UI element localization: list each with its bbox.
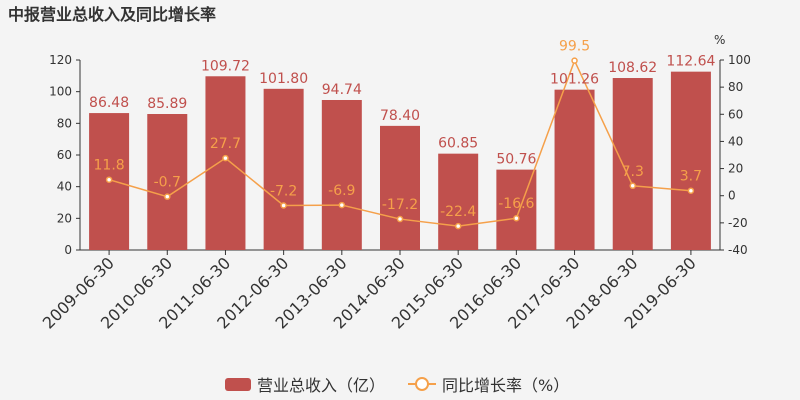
legend-line-label: 同比增长率（%） xyxy=(442,376,569,395)
right-axis-unit: % xyxy=(714,33,725,47)
y-left-tick-label: 60 xyxy=(57,148,72,162)
line-point xyxy=(222,154,229,162)
line-point xyxy=(454,222,462,230)
bar xyxy=(321,99,362,251)
y-right-tick-label: 100 xyxy=(728,53,751,67)
line-point xyxy=(629,182,636,190)
bar-data-label: 108.62 xyxy=(608,60,657,76)
y-right-tick-label: 40 xyxy=(728,134,743,148)
y-right-tick-label: 0 xyxy=(728,189,736,203)
y-left-tick-label: 80 xyxy=(57,116,72,130)
y-right-tick-label: 80 xyxy=(728,80,743,94)
line-data-label: 11.8 xyxy=(94,158,125,174)
line-data-label: -16.6 xyxy=(498,196,534,212)
line-data-label: 7.3 xyxy=(622,164,644,180)
line-point xyxy=(571,57,578,64)
bar xyxy=(147,114,188,250)
line-point xyxy=(513,214,520,222)
line-data-label: -7.2 xyxy=(270,183,297,199)
y-left-tick-label: 120 xyxy=(49,53,72,67)
line-point xyxy=(338,201,346,209)
line-data-label: -22.4 xyxy=(440,204,476,220)
y-left-tick-label: 40 xyxy=(57,180,72,194)
bar xyxy=(205,76,246,250)
y-right-tick-label: 60 xyxy=(728,107,743,121)
bar-data-label: 94.74 xyxy=(322,82,362,98)
bar-data-label: 86.48 xyxy=(89,95,129,111)
plot-area: 020406080100120-40-200204060801002009-06… xyxy=(39,39,751,333)
bar-data-label: 85.89 xyxy=(147,96,187,112)
bar-data-label: 112.64 xyxy=(666,54,715,70)
bar xyxy=(612,78,653,250)
chart-title: 中报营业总收入及同比增长率 xyxy=(8,5,216,24)
y-left-tick-label: 100 xyxy=(49,85,72,99)
bar xyxy=(670,71,711,250)
bar-data-label: 60.85 xyxy=(438,136,478,152)
legend-line-marker xyxy=(415,377,429,391)
bar xyxy=(438,153,479,250)
legend: 营业总收入（亿） 同比增长率（%） xyxy=(225,376,569,395)
y-right-tick-label: 20 xyxy=(728,162,743,176)
line-data-label: -0.7 xyxy=(154,175,181,191)
line-data-label: -6.9 xyxy=(328,183,355,199)
bar-data-label: 101.26 xyxy=(550,72,599,88)
bar-data-label: 50.76 xyxy=(496,152,536,168)
bar-data-label: 78.40 xyxy=(380,108,420,124)
legend-bar-label: 营业总收入（亿） xyxy=(257,376,385,395)
y-left-tick-label: 20 xyxy=(57,211,72,225)
line-point xyxy=(396,215,404,223)
line-data-label: 99.5 xyxy=(559,39,590,55)
bar xyxy=(554,89,595,251)
legend-bar-swatch xyxy=(225,378,251,391)
y-left-tick-label: 0 xyxy=(64,243,72,257)
bar-data-label: 109.72 xyxy=(201,58,250,74)
line-point xyxy=(105,176,113,183)
line-data-label: 27.7 xyxy=(210,136,241,152)
line-data-label: -17.2 xyxy=(382,197,418,213)
line-point xyxy=(687,187,695,194)
line-point xyxy=(280,202,287,209)
y-right-tick-label: -20 xyxy=(728,216,748,230)
line-data-label: 3.7 xyxy=(680,169,702,185)
line-point xyxy=(164,193,171,200)
bar xyxy=(380,125,420,250)
y-right-tick-label: -40 xyxy=(728,243,748,257)
bar-data-label: 101.80 xyxy=(259,71,308,87)
bar xyxy=(263,88,304,250)
